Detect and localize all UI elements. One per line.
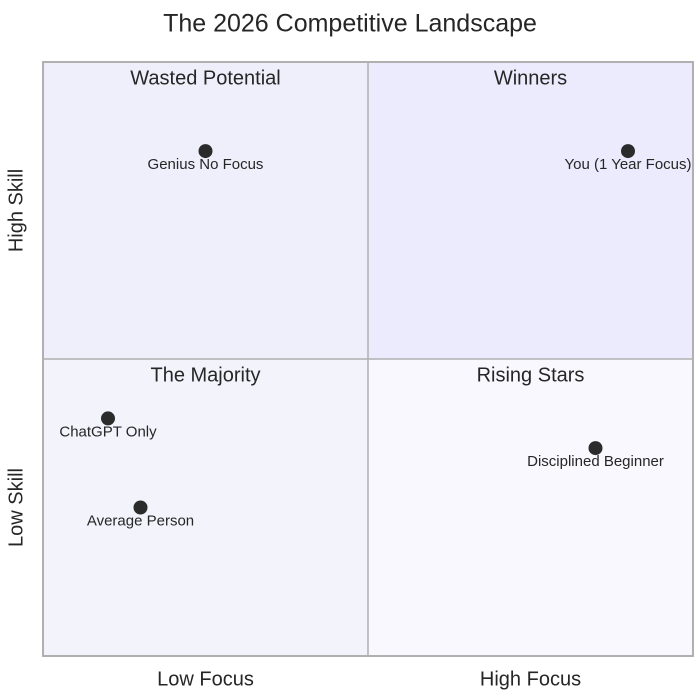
point (588, 441, 603, 456)
x-axis-label: High Focus (480, 668, 581, 690)
point-label: Average Person (87, 512, 194, 529)
point-label: You (1 Year Focus) (564, 156, 691, 173)
x-axis-label: Low Focus (157, 668, 254, 690)
point-label: Genius No Focus (148, 156, 264, 173)
point (133, 500, 148, 515)
point (621, 144, 635, 159)
y-axis-label: Low Skill (5, 468, 27, 547)
plot-border (42, 61, 694, 657)
point (101, 411, 115, 426)
point-label: ChatGPT Only (59, 423, 157, 440)
y-axis-label: High Skill (5, 169, 27, 252)
quadrant-title: The Majority (150, 364, 260, 386)
chart-title: The 2026 Competitive Landscape (163, 10, 537, 38)
quadrant-title: Winners (494, 67, 567, 89)
point (198, 144, 213, 159)
quadrant (43, 62, 368, 359)
quadrant (368, 359, 693, 656)
quadrant (368, 62, 693, 359)
quadrant-title: Wasted Potential (130, 67, 280, 89)
quadrant-title: Rising Stars (477, 364, 585, 386)
point-label: Disciplined Beginner (527, 453, 664, 470)
quadrant (43, 359, 368, 656)
